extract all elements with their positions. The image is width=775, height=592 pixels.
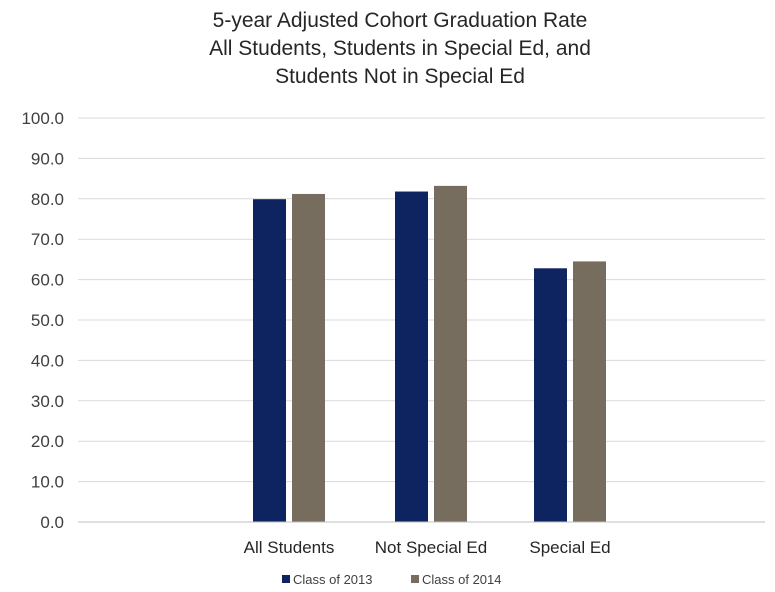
- y-axis: 0.0 10.0 20.0 30.0 40.0 50.0 60.0 70.0 80.0 90.0 1…: [21, 109, 64, 532]
- x-tick-label: Not Special Ed: [375, 538, 487, 557]
- chart-title-line-3: Students Not in Special Ed: [275, 65, 525, 88]
- bar-series: [253, 185, 606, 523]
- y-tick-label: 40.0: [31, 351, 64, 370]
- legend-label: Class of 2014: [422, 572, 502, 587]
- chart-title-line-1: 5-year Adjusted Cohort Graduation Rate: [213, 9, 588, 32]
- legend-swatch: [411, 575, 419, 583]
- x-tick-label: Special Ed: [529, 538, 610, 557]
- bar-class-of-2014-not-special-ed: [434, 185, 467, 522]
- legend-swatch: [282, 575, 290, 583]
- bar-class-of-2013-special-ed: [534, 268, 567, 522]
- legend: Class of 2013 Class of 2014: [282, 572, 502, 587]
- y-tick-label: 100.0: [21, 109, 64, 128]
- x-axis: All Students Not Special Ed Special Ed: [78, 521, 765, 557]
- y-tick-label: 30.0: [31, 392, 64, 411]
- x-tick-label: All Students: [244, 538, 335, 557]
- y-tick-label: 20.0: [31, 432, 64, 451]
- y-tick-label: 80.0: [31, 190, 64, 209]
- bar-class-of-2014-special-ed: [573, 261, 606, 522]
- bar-class-of-2013-all-students: [253, 199, 286, 523]
- legend-label: Class of 2013: [293, 572, 373, 587]
- y-tick-label: 90.0: [31, 149, 64, 168]
- bar-class-of-2013-not-special-ed: [395, 191, 428, 522]
- y-tick-label: 0.0: [40, 513, 64, 532]
- y-tick-label: 70.0: [31, 230, 64, 249]
- y-tick-label: 60.0: [31, 271, 64, 290]
- y-tick-label: 10.0: [31, 473, 64, 492]
- chart-title: 5-year Adjusted Cohort Graduation Rate A…: [209, 9, 591, 88]
- bar-class-of-2014-all-students: [292, 193, 325, 522]
- chart-title-line-2: All Students, Students in Special Ed, an…: [209, 37, 591, 60]
- y-tick-label: 50.0: [31, 311, 64, 330]
